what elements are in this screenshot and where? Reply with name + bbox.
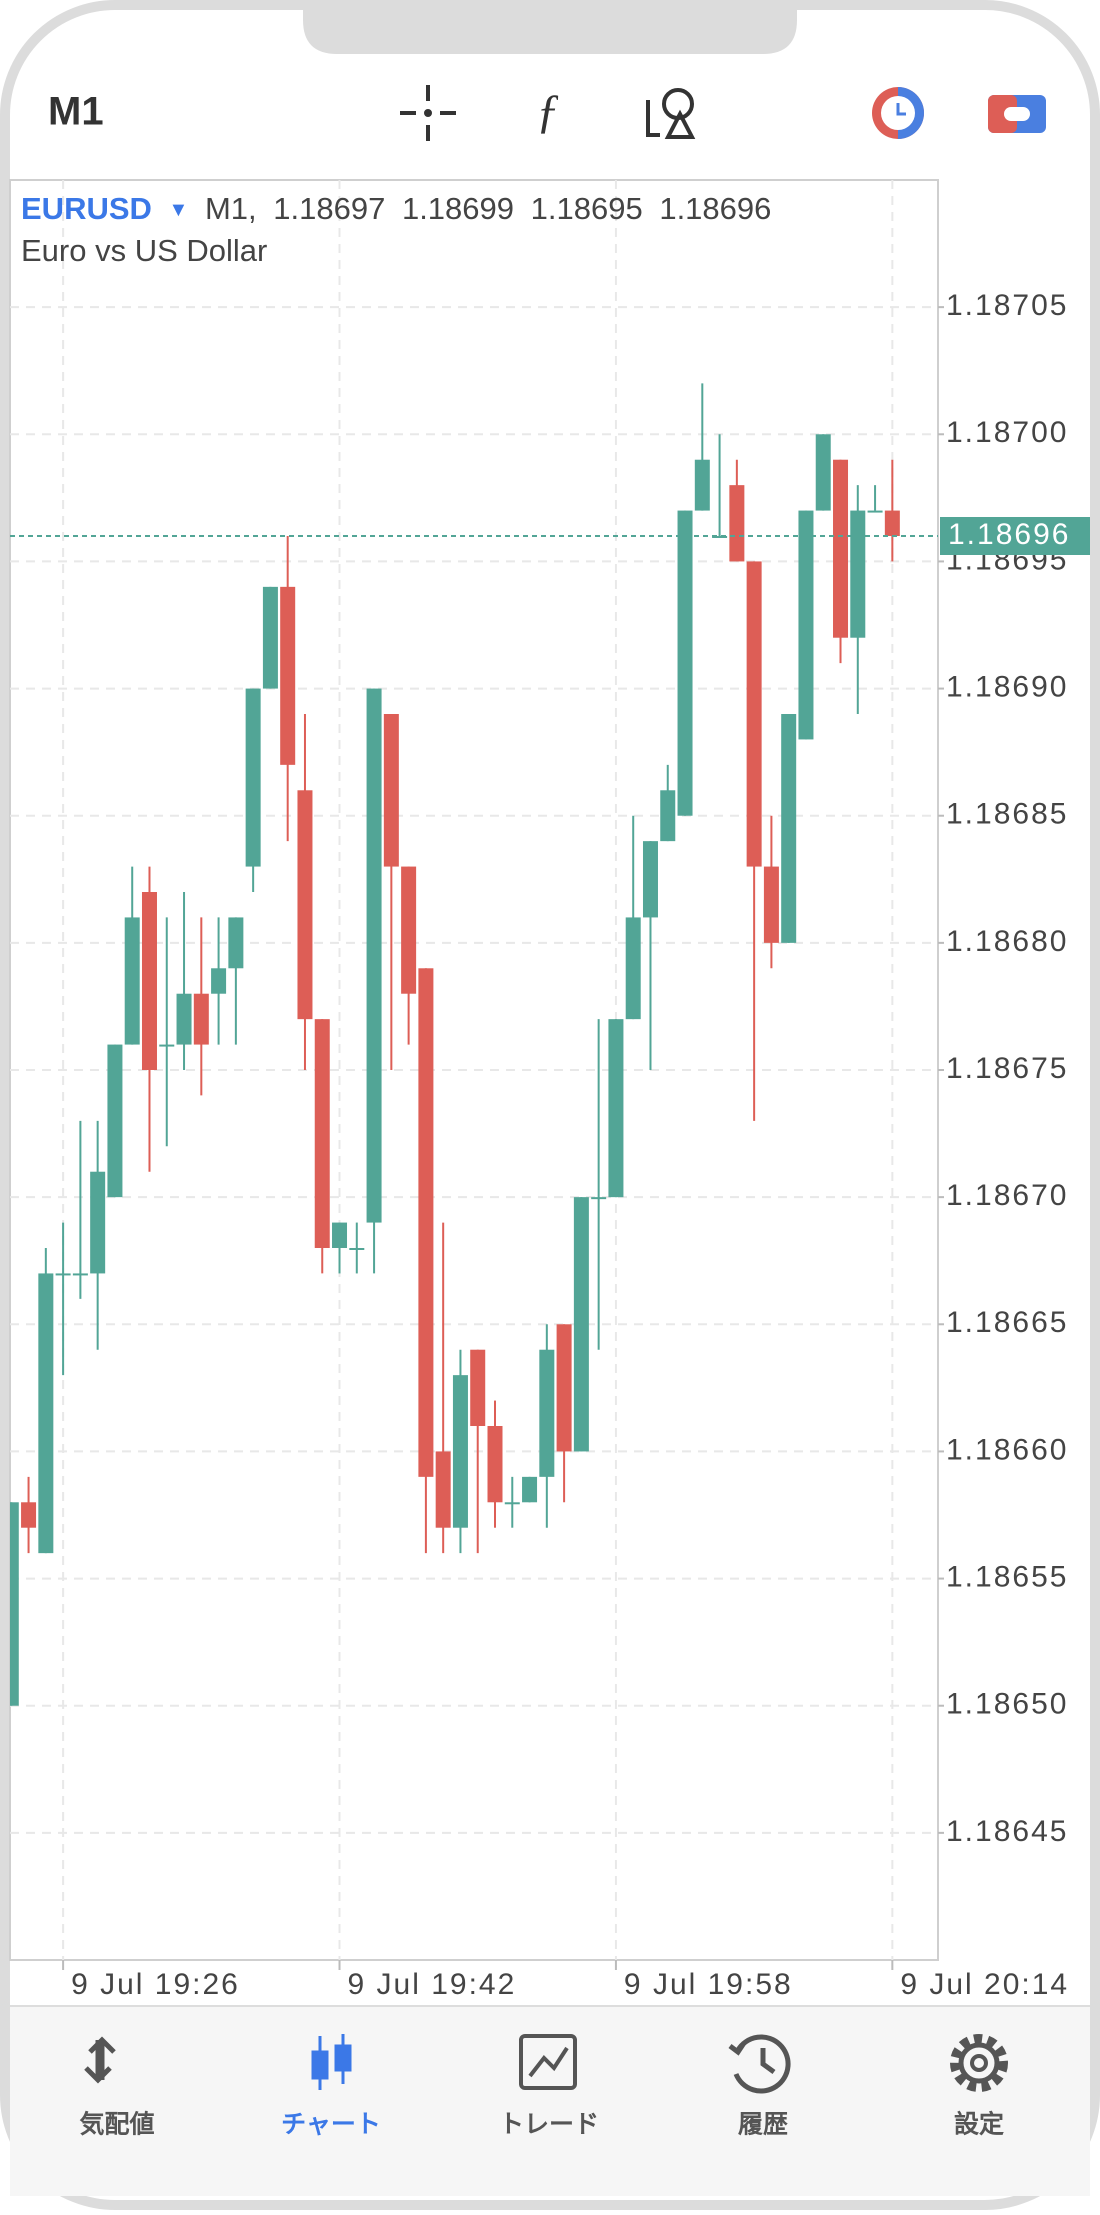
candle-body — [72, 1273, 88, 1276]
candle-body — [124, 917, 140, 1045]
candle-body — [366, 688, 382, 1223]
x-tick-label: 9 Jul 19:42 — [348, 1968, 517, 2001]
candle-body — [867, 510, 883, 513]
y-tick-label: 1.18700 — [946, 416, 1068, 449]
nav-settings[interactable]: 設定 — [954, 2110, 1004, 2139]
candle-body — [332, 1222, 348, 1248]
candle-body — [591, 1197, 607, 1200]
y-tick-label: 1.18650 — [946, 1688, 1068, 1721]
candle-body — [401, 866, 417, 994]
candle-body — [522, 1476, 538, 1503]
y-tick-label: 1.18660 — [946, 1433, 1068, 1466]
candle-body — [815, 434, 831, 511]
candle-body — [211, 968, 227, 994]
candle-body — [245, 688, 261, 867]
candle-body — [556, 1324, 572, 1452]
candle-body — [193, 993, 209, 1045]
candle-body — [798, 510, 814, 740]
candle-body — [573, 1197, 589, 1452]
nav-quotes[interactable]: 気配値 — [79, 2110, 154, 2139]
candle-body — [10, 1502, 19, 1706]
candle-body — [55, 1273, 71, 1276]
candle-body — [677, 510, 693, 816]
candle-body — [262, 586, 278, 689]
candle-body — [141, 892, 157, 1070]
y-tick-label: 1.18655 — [946, 1560, 1068, 1593]
nav-history[interactable]: 履歴 — [738, 2111, 788, 2139]
candle-body — [746, 561, 762, 867]
candle-body — [159, 1044, 175, 1047]
settings-icon[interactable] — [950, 2034, 1008, 2092]
candle-body — [729, 485, 745, 562]
candle-body — [383, 714, 399, 867]
candle-body — [833, 459, 849, 638]
y-tick-label: 1.18685 — [946, 798, 1068, 831]
candle-body — [625, 917, 641, 1020]
indicator-icon[interactable]: ƒ — [536, 85, 560, 138]
candle-body — [435, 1451, 451, 1528]
objects-icon[interactable] — [646, 88, 696, 139]
y-tick-label: 1.18705 — [946, 289, 1068, 322]
x-tick-label: 9 Jul 20:14 — [900, 1968, 1069, 2001]
x-tick-label: 9 Jul 19:26 — [71, 1968, 240, 2001]
chart-info: EURUSD ▼ M1, 1.18697 1.18699 1.18695 1.1… — [21, 191, 771, 226]
y-tick-label: 1.18665 — [946, 1306, 1068, 1339]
candle-body — [781, 714, 797, 943]
last-close: 1.18696 — [659, 191, 771, 226]
timeframe-button[interactable]: M1 — [48, 90, 104, 134]
price-box — [940, 517, 1090, 555]
symbol[interactable]: EURUSD — [21, 191, 152, 226]
candle-body — [539, 1349, 555, 1477]
trade-icon[interactable] — [519, 2034, 577, 2090]
candle-body — [504, 1502, 520, 1505]
candle-body — [107, 1044, 123, 1198]
candle-body — [418, 968, 434, 1477]
quotes-icon[interactable] — [84, 2036, 116, 2084]
account-toggle-icon[interactable] — [988, 95, 1046, 133]
candle-body — [660, 790, 676, 842]
y-tick-label: 1.18675 — [946, 1052, 1068, 1085]
symbol-menu[interactable]: ▼ — [169, 199, 189, 221]
last-open: 1.18697 — [273, 191, 385, 226]
trade-timer-icon[interactable] — [872, 87, 924, 139]
candle-body — [694, 459, 710, 511]
candle-body — [349, 1248, 365, 1250]
candle-body — [176, 993, 192, 1045]
y-tick-label: 1.18690 — [946, 670, 1068, 703]
nav-chart[interactable]: チャート — [281, 2111, 381, 2139]
history-icon[interactable] — [728, 2034, 791, 2094]
chart-nav-icon[interactable] — [311, 2034, 352, 2090]
x-tick-label: 9 Jul 19:58 — [624, 1968, 793, 2001]
y-tick-label: 1.18680 — [946, 925, 1068, 958]
candle-body — [38, 1273, 54, 1554]
notch — [303, 0, 797, 54]
candle-body — [297, 790, 313, 1020]
candle-body — [314, 1019, 330, 1248]
last-high: 1.18699 — [402, 191, 514, 226]
candle-body — [280, 586, 296, 765]
info-timeframe: M1, — [205, 191, 257, 226]
candle-body — [21, 1502, 37, 1528]
last-low: 1.18695 — [531, 191, 643, 226]
candle-body — [642, 841, 658, 918]
crosshair-icon[interactable] — [400, 85, 456, 141]
candle-body — [90, 1171, 106, 1274]
price-label: 1.18696 — [948, 518, 1070, 551]
candle-body — [487, 1426, 503, 1503]
y-tick-label: 1.18670 — [946, 1179, 1068, 1212]
candle-body — [470, 1349, 486, 1426]
candle-body — [763, 866, 779, 943]
candle-body — [712, 536, 728, 538]
nav-trade[interactable]: トレード — [499, 2111, 599, 2139]
symbol-description: Euro vs US Dollar — [21, 233, 267, 268]
candle-body — [452, 1375, 468, 1528]
y-tick-label: 1.18645 — [946, 1815, 1068, 1848]
candle-body — [884, 510, 900, 536]
candle-body — [608, 1019, 624, 1198]
candle-body — [850, 510, 866, 638]
candle-body — [228, 917, 244, 969]
